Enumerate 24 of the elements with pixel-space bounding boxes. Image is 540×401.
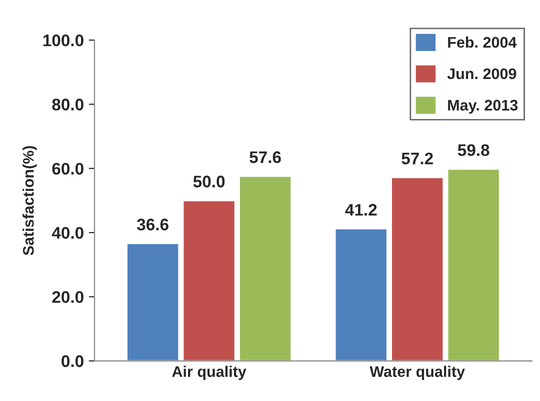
y-tick-label: 80.0	[52, 98, 84, 110]
y-axis-title: Satisfaction(%)	[22, 146, 37, 256]
bar	[126, 242, 180, 361]
bar	[390, 176, 444, 361]
data-label: 50.0	[193, 176, 225, 188]
y-tick-label: 40.0	[52, 226, 84, 239]
bar	[446, 168, 500, 361]
x-tick-label: Air quality	[172, 366, 246, 380]
legend-label: Jun. 2009	[447, 68, 516, 80]
y-tick-label: 60.0	[52, 162, 84, 175]
data-label: 59.8	[458, 144, 490, 156]
data-label: 36.6	[136, 218, 168, 230]
data-label: 41.2	[345, 204, 377, 216]
data-label: 57.2	[402, 152, 433, 164]
y-tick-label: 0.0	[62, 355, 84, 368]
bar	[238, 175, 292, 361]
y-tick-label: 100.0	[43, 34, 84, 46]
data-label: 57.6	[250, 151, 281, 164]
legend-label: May. 2013	[448, 100, 518, 114]
y-tick-label: 20.0	[52, 291, 84, 303]
bar	[334, 228, 388, 361]
bar	[182, 200, 236, 361]
legend-label: Feb. 2004	[448, 36, 517, 48]
x-tick-label: Water quality	[370, 366, 465, 380]
